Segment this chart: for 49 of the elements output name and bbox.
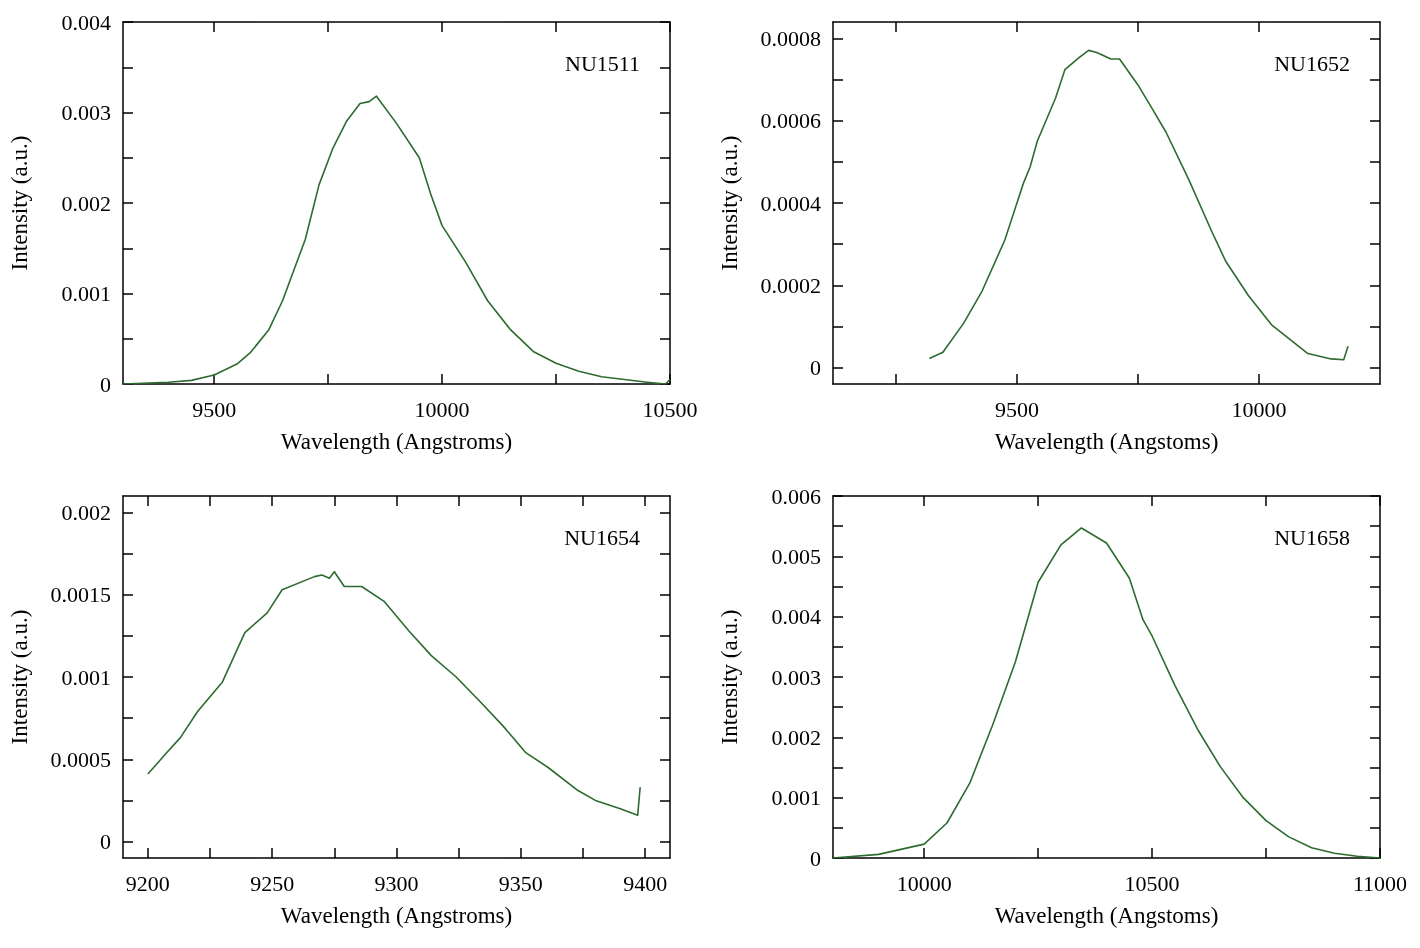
x-tick-label: 9300 (374, 870, 419, 896)
y-tick-label: 0.003 (771, 664, 821, 690)
y-tick-label: 0.001 (771, 785, 821, 811)
y-axis-title: Intensity (a.u.) (717, 609, 742, 745)
x-tick-label: 10000 (1231, 396, 1287, 422)
y-tick-label: 0.0008 (760, 25, 821, 51)
annotation: NU1652 (1274, 50, 1351, 76)
x-tick-label: 9400 (623, 870, 668, 896)
y-tick-label: 0.001 (61, 281, 111, 306)
annotation: NU1658 (1274, 524, 1351, 550)
y-tick-label: 0.004 (61, 9, 111, 35)
y-tick-label: 0.0006 (760, 108, 821, 134)
x-axis-title: Wavelength (Angstroms) (280, 429, 513, 454)
y-tick-label: 0 (100, 829, 111, 855)
annotation: NU1654 (564, 524, 641, 550)
x-tick-label: 9350 (498, 870, 543, 896)
x-tick-label: 9250 (250, 870, 295, 896)
y-tick-label: 0.002 (771, 724, 821, 750)
y-tick-label: 0.002 (61, 190, 111, 216)
line-series (928, 49, 1349, 361)
y-tick-label: 0.0002 (760, 272, 821, 298)
x-axis-title: Wavelength (Angstroms) (280, 903, 513, 928)
y-tick-label: 0.002 (61, 499, 111, 525)
x-tick-label: 10000 (414, 396, 470, 422)
y-tick-label: 0 (810, 845, 821, 871)
x-tick-label: 9500 (192, 396, 237, 422)
y-tick-label: 0.0015 (50, 582, 111, 608)
y-axis-title: Intensity (a.u.) (7, 609, 32, 745)
x-tick-label: 10500 (642, 396, 698, 422)
line-series (147, 570, 641, 817)
x-tick-label: 9500 (994, 396, 1039, 422)
y-tick-label: 0 (810, 355, 821, 381)
x-tick-label: 9200 (125, 870, 170, 896)
x-tick-label: 10000 (896, 870, 952, 896)
y-tick-label: 0.004 (771, 604, 821, 630)
y-tick-label: 0.0005 (50, 746, 111, 772)
y-tick-label: 0.005 (771, 543, 821, 569)
x-axis-title: Wavelength (Angstoms) (994, 903, 1219, 928)
x-tick-label: 10500 (1124, 870, 1180, 896)
y-tick-label: 0.006 (771, 483, 821, 509)
x-tick-label: 11000 (1352, 870, 1408, 896)
y-tick-label: 0 (100, 371, 111, 397)
y-tick-label: 0.0004 (760, 190, 821, 216)
y-tick-label: 0.003 (61, 100, 111, 125)
annotation: NU1511 (565, 50, 641, 76)
y-tick-label: 0.001 (61, 664, 111, 690)
y-axis-title: Intensity (a.u.) (717, 135, 742, 271)
y-axis-title: Intensity (a.u.) (7, 135, 32, 271)
x-axis-title: Wavelength (Angstoms) (994, 429, 1219, 454)
